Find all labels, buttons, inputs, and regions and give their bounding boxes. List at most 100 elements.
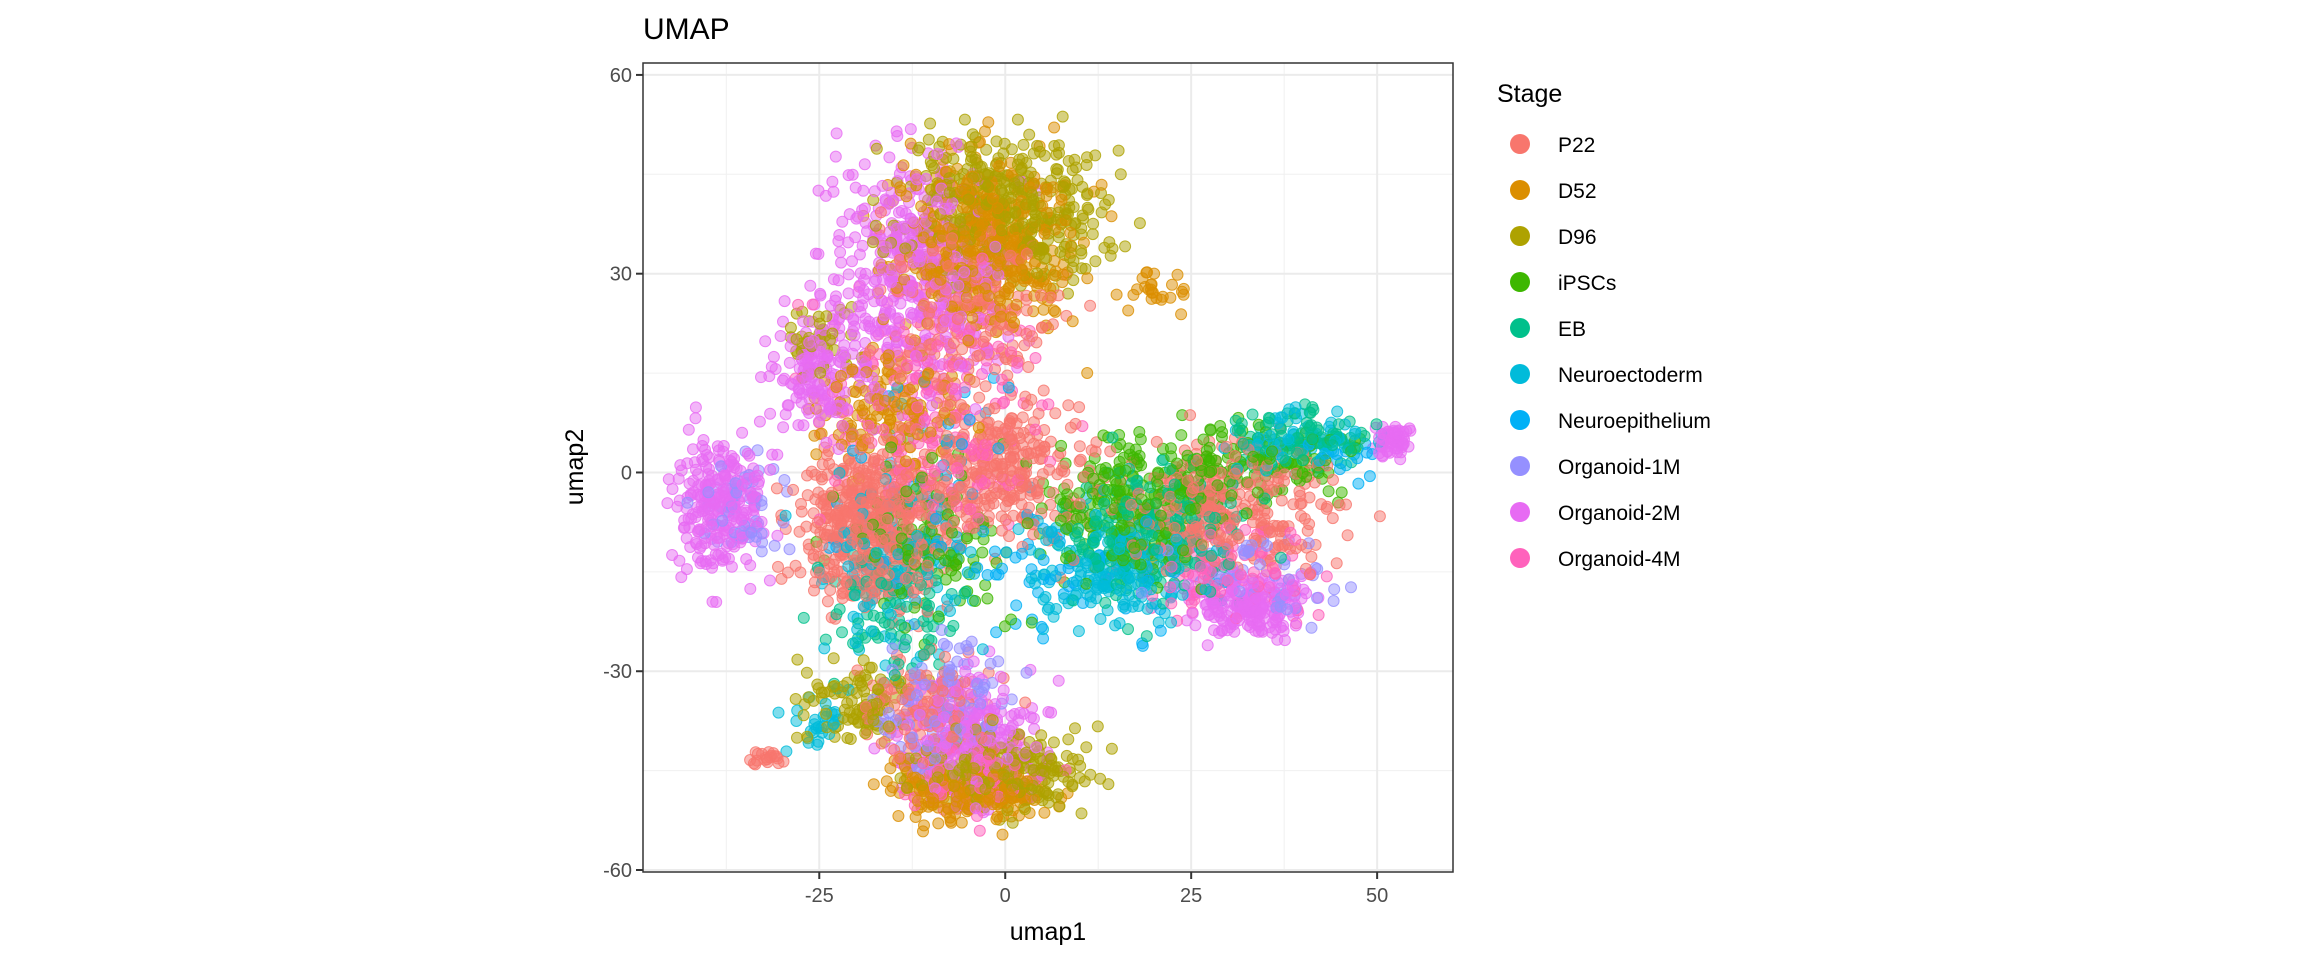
point-organoid-2m — [797, 315, 810, 328]
point-organoid-2m — [1052, 674, 1065, 687]
point-organoid-2m — [812, 248, 825, 260]
point-ipscs — [1070, 512, 1083, 525]
point-d96 — [1133, 217, 1146, 230]
point-organoid-1m — [1327, 595, 1340, 607]
point-organoid-2m — [980, 265, 993, 277]
point-d96 — [827, 652, 840, 665]
point-p22 — [1044, 435, 1057, 448]
point-d52 — [1047, 269, 1060, 281]
point-organoid-1m — [681, 496, 694, 509]
point-neuroectoderm — [812, 735, 825, 748]
point-p22 — [801, 469, 814, 482]
point-organoid-2m — [863, 320, 876, 333]
point-neuroectoderm — [772, 706, 785, 719]
point-organoid-1m — [768, 539, 781, 552]
point-p22 — [1326, 512, 1339, 525]
point-p22 — [744, 754, 757, 766]
point-organoid-2m — [870, 273, 882, 286]
point-d96 — [1078, 775, 1091, 788]
point-neuroectoderm — [1058, 592, 1071, 605]
point-organoid-1m — [941, 640, 953, 653]
point-d96 — [1075, 807, 1088, 820]
point-organoid-2m — [675, 464, 688, 477]
point-eb — [1370, 418, 1383, 431]
point-organoid-2m — [697, 434, 710, 446]
point-p22 — [1073, 497, 1086, 510]
point-p22 — [968, 375, 981, 388]
point-organoid-4m — [918, 413, 931, 426]
point-organoid-2m — [753, 415, 766, 428]
point-d52 — [1122, 304, 1135, 317]
point-neuroepithelium — [990, 626, 1003, 639]
point-organoid-2m — [755, 371, 767, 384]
point-organoid-2m — [783, 356, 796, 369]
point-organoid-2m — [804, 279, 817, 292]
point-organoid-1m — [1345, 581, 1357, 594]
point-organoid-2m — [777, 421, 790, 434]
point-neuroepithelium — [954, 542, 967, 555]
point-neuroectoderm — [1047, 610, 1060, 623]
point-p22 — [1062, 399, 1075, 412]
point-ipscs — [961, 532, 973, 545]
point-d96 — [1091, 720, 1104, 733]
point-d52 — [884, 762, 897, 775]
point-organoid-2m — [778, 295, 791, 308]
point-d52 — [1105, 210, 1118, 223]
point-organoid-2m — [947, 269, 960, 282]
point-neuroectoderm — [1165, 616, 1177, 629]
point-p22 — [1150, 435, 1163, 448]
point-organoid-2m — [763, 574, 776, 587]
point-organoid-2m — [1013, 706, 1026, 719]
point-eb — [923, 599, 935, 612]
point-organoid-2m — [764, 463, 777, 476]
point-d52 — [996, 828, 1009, 841]
point-neuroepithelium — [1076, 597, 1089, 609]
point-p22 — [1044, 291, 1057, 304]
point-organoid-2m — [812, 415, 825, 428]
point-d96 — [1035, 729, 1048, 742]
point-d52 — [1037, 303, 1050, 316]
point-d52 — [924, 426, 937, 439]
point-p22 — [1035, 321, 1048, 334]
point-d96 — [870, 142, 883, 155]
point-p22 — [821, 595, 834, 608]
point-p22 — [1057, 460, 1070, 473]
point-ipscs — [1073, 487, 1086, 500]
point-organoid-2m — [774, 330, 787, 342]
point-d52 — [932, 817, 945, 830]
point-eb — [1122, 623, 1134, 636]
point-eb — [836, 626, 848, 639]
point-eb — [1246, 408, 1259, 421]
point-organoid-2m — [725, 560, 738, 573]
point-organoid-4m — [926, 436, 939, 449]
point-organoid-2m — [1189, 619, 1202, 632]
point-p22 — [1037, 384, 1050, 397]
point-organoid-2m — [782, 399, 795, 412]
point-organoid-2m — [771, 448, 784, 461]
point-d52 — [1047, 304, 1060, 317]
point-ipscs — [1025, 616, 1038, 629]
point-neuroectoderm — [1141, 602, 1154, 615]
point-organoid-4m — [973, 824, 986, 837]
point-organoid-2m — [1289, 619, 1302, 632]
point-d52 — [1175, 308, 1188, 321]
point-p22 — [1020, 327, 1033, 340]
point-d96 — [1017, 138, 1030, 151]
point-d52 — [1081, 272, 1094, 285]
points-layer — [661, 110, 1417, 841]
point-p22 — [990, 487, 1003, 500]
point-p22 — [973, 391, 986, 404]
point-organoid-2m — [832, 443, 845, 455]
point-organoid-4m — [792, 298, 805, 311]
point-neuroectoderm — [1094, 613, 1107, 625]
point-organoid-2m — [895, 205, 908, 217]
point-organoid-2m — [926, 399, 939, 412]
point-organoid-2m — [834, 246, 847, 259]
point-p22 — [1287, 498, 1300, 511]
point-ipscs — [1312, 466, 1325, 479]
point-neuroepithelium — [929, 512, 942, 525]
point-organoid-2m — [842, 287, 855, 300]
point-organoid-2m — [1024, 711, 1037, 724]
point-d96 — [1069, 217, 1082, 230]
point-neuroectoderm — [818, 642, 831, 655]
